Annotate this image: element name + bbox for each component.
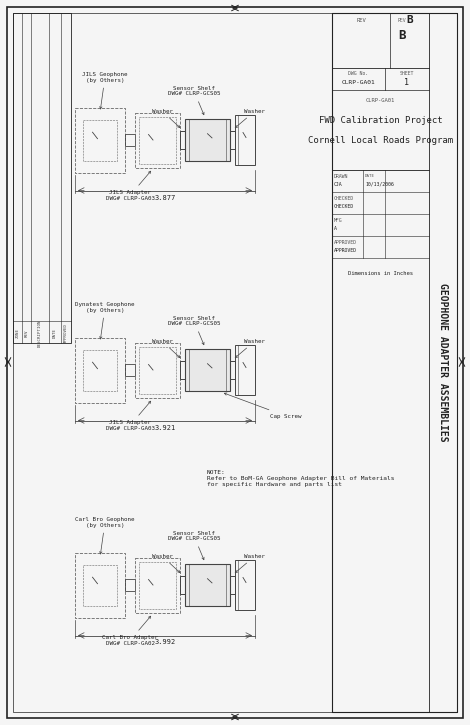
Bar	[235, 560, 255, 610]
Bar	[125, 579, 135, 591]
Text: CJA: CJA	[334, 181, 343, 186]
Bar	[139, 117, 176, 164]
Text: APPROVED: APPROVED	[334, 239, 357, 244]
Bar	[139, 561, 176, 608]
Text: APPROVED: APPROVED	[64, 323, 68, 343]
Bar	[83, 349, 117, 391]
Text: Carl Bro Geophone
(by Others): Carl Bro Geophone (by Others)	[75, 517, 135, 554]
Bar	[230, 361, 235, 379]
Text: ZONE: ZONE	[16, 328, 19, 338]
Text: FWD Calibration Project: FWD Calibration Project	[319, 115, 442, 125]
Bar	[180, 131, 185, 149]
Text: 3.992: 3.992	[154, 639, 176, 645]
Text: Sensor Shelf
DWG# CLRP-GCS05: Sensor Shelf DWG# CLRP-GCS05	[168, 531, 220, 560]
Text: Sensor Shelf
DWG# CLRP-GCS05: Sensor Shelf DWG# CLRP-GCS05	[168, 86, 220, 115]
Bar	[83, 120, 117, 160]
Text: Carl Bro Adapter
DWG# CLRP-GA02: Carl Bro Adapter DWG# CLRP-GA02	[102, 616, 158, 646]
Bar	[332, 13, 457, 712]
Bar	[180, 576, 185, 594]
Text: CLRP-GA01: CLRP-GA01	[341, 80, 375, 85]
Text: DATE: DATE	[53, 328, 57, 338]
Text: CHECKED: CHECKED	[334, 196, 354, 201]
Bar	[125, 134, 135, 146]
Text: DRAWN: DRAWN	[334, 173, 348, 178]
Text: Washer: Washer	[151, 339, 180, 357]
Text: B: B	[406, 15, 413, 25]
Text: JILS Adapter
DWG# CLRP-GA03: JILS Adapter DWG# CLRP-GA03	[105, 171, 155, 201]
Bar	[75, 338, 125, 402]
Text: 10/13/2006: 10/13/2006	[365, 181, 394, 186]
Text: APPROVED: APPROVED	[334, 247, 357, 252]
Text: REV: REV	[24, 329, 29, 336]
Bar	[125, 364, 135, 376]
Text: JILS Geophone
(by Others): JILS Geophone (by Others)	[82, 72, 128, 109]
Text: MFG: MFG	[334, 218, 343, 223]
Text: Cap Screw: Cap Screw	[224, 393, 301, 418]
Text: 1: 1	[404, 78, 409, 86]
Bar	[235, 115, 255, 165]
Text: Washer: Washer	[151, 109, 180, 128]
Text: SHEET: SHEET	[400, 70, 414, 75]
Bar	[185, 564, 230, 606]
Bar	[429, 13, 457, 712]
Text: Dynatest Geophone
(by Others): Dynatest Geophone (by Others)	[75, 302, 135, 339]
Text: Cornell Local Roads Program: Cornell Local Roads Program	[308, 136, 453, 144]
Text: Dimensions in Inches: Dimensions in Inches	[348, 270, 413, 276]
Text: REV: REV	[356, 17, 366, 22]
Bar	[13, 13, 71, 343]
Bar	[180, 361, 185, 379]
Bar	[135, 342, 180, 397]
Text: 3.877: 3.877	[154, 194, 176, 201]
Text: Washer: Washer	[235, 109, 266, 128]
Bar	[75, 107, 125, 173]
Text: 3.921: 3.921	[154, 425, 176, 431]
Text: DATE: DATE	[365, 174, 375, 178]
Bar	[75, 552, 125, 618]
Text: DESCRIPTION: DESCRIPTION	[38, 319, 42, 347]
Bar	[185, 119, 230, 161]
Bar	[230, 576, 235, 594]
Text: CHECKED: CHECKED	[334, 204, 354, 209]
Bar	[83, 565, 117, 605]
Text: REV: REV	[398, 17, 406, 22]
Text: Washer: Washer	[235, 339, 266, 357]
Text: Washer: Washer	[151, 553, 180, 573]
Text: NOTE:
Refer to BoM-GA Geophone Adapter Bill of Materials
for specific Hardware a: NOTE: Refer to BoM-GA Geophone Adapter B…	[207, 470, 394, 486]
Bar	[235, 345, 255, 395]
Bar	[135, 112, 180, 167]
Text: Sensor Shelf
DWG# CLRP-GCS05: Sensor Shelf DWG# CLRP-GCS05	[168, 315, 220, 344]
Bar	[135, 558, 180, 613]
Bar	[139, 347, 176, 394]
Text: A: A	[334, 225, 337, 231]
Bar	[185, 349, 230, 391]
Text: DWG No.: DWG No.	[348, 70, 368, 75]
Text: GEOPHONE ADAPTER ASSEMBLIES: GEOPHONE ADAPTER ASSEMBLIES	[438, 283, 448, 442]
Text: B: B	[398, 28, 406, 41]
Text: CLRP-GA01: CLRP-GA01	[366, 97, 395, 102]
Bar	[230, 131, 235, 149]
Text: Washer: Washer	[235, 553, 266, 573]
Text: JILS Adapter
DWG# CLRP-GA03: JILS Adapter DWG# CLRP-GA03	[105, 401, 155, 431]
